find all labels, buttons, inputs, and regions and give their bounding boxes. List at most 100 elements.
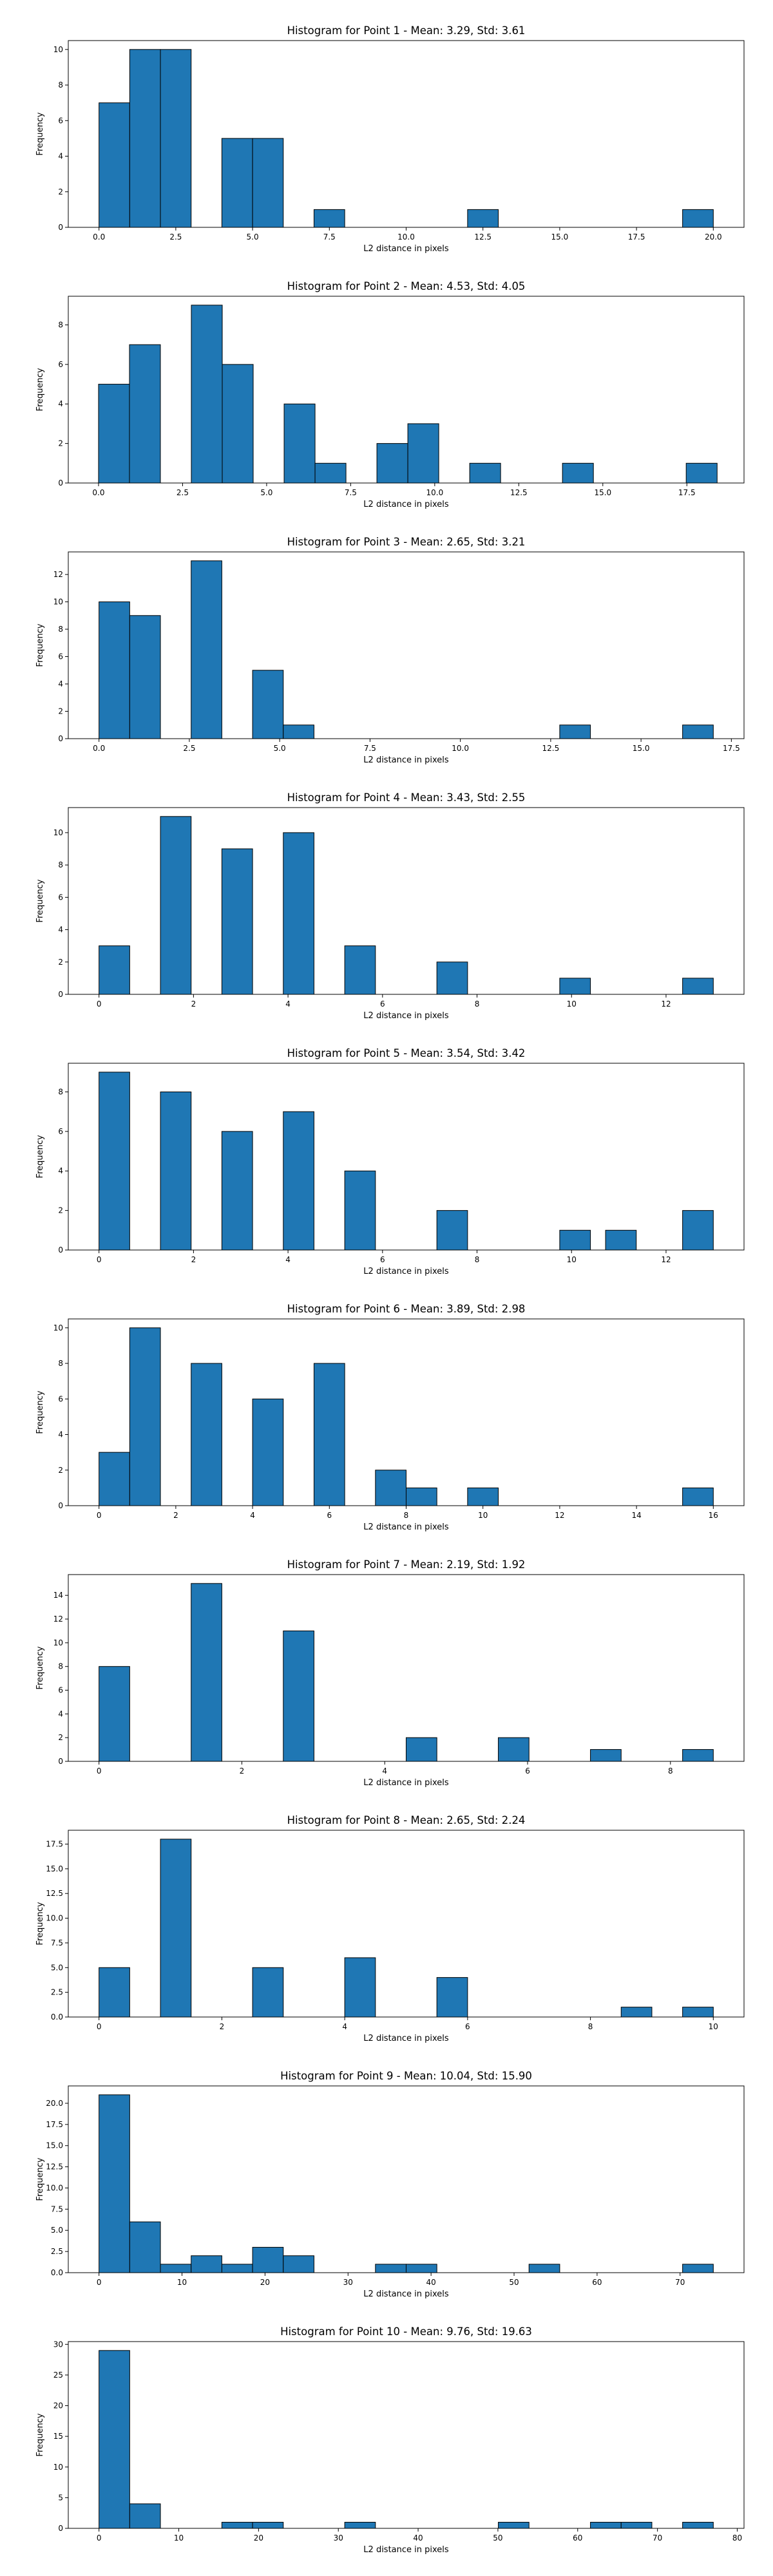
y-tick-label: 8 (58, 860, 63, 869)
histogram-bar (191, 1363, 222, 1506)
x-tick-label: 0 (97, 999, 102, 1009)
histogram-bar (559, 1229, 591, 1251)
x-axis-label: L2 distance in pixels (363, 1011, 449, 1021)
y-tick-label: 2.5 (51, 1988, 63, 1997)
x-tick-label: 6 (327, 1511, 332, 1520)
x-tick-label: 40 (426, 2278, 436, 2287)
x-tick-label: 50 (493, 2533, 502, 2543)
histogram-bar (283, 403, 316, 484)
y-tick-label: 12 (53, 570, 63, 579)
x-tick-label: 12 (555, 1511, 564, 1520)
x-tick-label: 0.0 (92, 488, 104, 497)
y-tick-label: 4 (58, 1430, 63, 1439)
y-tick-label: 10.0 (46, 1914, 63, 1923)
histogram-bar (252, 1398, 284, 1506)
chart-title: Histogram for Point 4 - Mean: 3.43, Std:… (287, 791, 526, 804)
histogram-bar (376, 443, 408, 484)
histogram-bar (129, 615, 161, 739)
x-tick-label: 7.5 (345, 488, 357, 497)
y-tick-label: 14 (53, 1591, 63, 1600)
x-tick-label: 6 (525, 1766, 530, 1776)
y-tick-label: 10 (53, 2463, 63, 2472)
axes-frame (68, 1830, 745, 2018)
histogram-bar (620, 2007, 653, 2018)
histogram-bar (498, 1737, 530, 1762)
histogram-bar (221, 1131, 253, 1251)
axes-frame (68, 1063, 745, 1251)
chart-title: Histogram for Point 10 - Mean: 9.76, Std… (280, 2325, 532, 2338)
y-tick-label: 15.0 (46, 1864, 63, 1873)
y-tick-label: 17.5 (46, 1839, 63, 1848)
x-tick-label: 30 (343, 2278, 353, 2287)
y-tick-label: 15.0 (46, 2141, 63, 2150)
x-tick-label: 0 (97, 2022, 102, 2031)
y-tick-label: 4 (58, 1709, 63, 1718)
y-tick-label: 8 (58, 1359, 63, 1368)
x-tick-label: 0 (97, 1255, 102, 1264)
y-tick-label: 12.5 (46, 1889, 63, 1898)
histogram-bar (685, 462, 718, 484)
x-tick-label: 7.5 (323, 232, 336, 242)
x-tick-label: 4 (285, 999, 291, 1009)
y-axis-label: Frequency (35, 1135, 45, 1178)
histogram-bar (682, 1487, 714, 1506)
x-tick-label: 10 (177, 2278, 187, 2287)
y-tick-label: 0 (58, 1245, 63, 1255)
histogram-bar (191, 2255, 222, 2273)
x-tick-label: 4 (285, 1255, 291, 1264)
x-tick-label: 80 (732, 2533, 742, 2543)
x-tick-label: 2 (220, 2022, 225, 2031)
x-tick-label: 2.5 (183, 744, 195, 753)
y-tick-label: 7.5 (51, 2204, 63, 2213)
x-tick-label: 6 (465, 2022, 470, 2031)
x-tick-label: 10 (709, 2022, 718, 2031)
histogram-bar (222, 364, 254, 484)
histogram-panel: Histogram for Point 3 - Mean: 2.65, Std:… (35, 536, 745, 765)
y-tick-label: 6 (58, 360, 63, 369)
histogram-bar (562, 462, 594, 484)
y-tick-label: 2 (58, 1733, 63, 1742)
histogram-bar (99, 2350, 130, 2529)
x-tick-label: 2.5 (169, 232, 182, 242)
histogram-bar (436, 961, 468, 995)
histogram-bar (436, 1977, 468, 2018)
y-tick-label: 6 (58, 116, 63, 125)
histogram-bar (467, 209, 499, 228)
histogram-bar (252, 1967, 284, 2018)
y-tick-label: 10 (53, 1323, 63, 1332)
histogram-bar (129, 1327, 161, 1506)
histogram-bar (528, 2264, 560, 2273)
histogram-bar (283, 724, 314, 739)
y-axis-label: Frequency (35, 112, 45, 155)
y-tick-label: 8 (58, 80, 63, 90)
x-tick-label: 12.5 (474, 232, 491, 242)
x-tick-label: 5.0 (260, 488, 272, 497)
x-axis-label: L2 distance in pixels (363, 1267, 449, 1276)
x-tick-label: 15.0 (551, 232, 569, 242)
y-tick-label: 0 (58, 1501, 63, 1510)
y-tick-label: 4 (58, 152, 63, 161)
x-tick-label: 70 (653, 2533, 662, 2543)
histogram-bar (469, 462, 501, 484)
y-tick-label: 5.0 (51, 2226, 63, 2235)
y-tick-label: 0 (58, 734, 63, 743)
axes-frame (68, 296, 745, 484)
x-tick-label: 0 (97, 1511, 102, 1520)
x-tick-label: 8 (588, 2022, 593, 2031)
x-axis-label: L2 distance in pixels (363, 2545, 449, 2555)
histogram-bar (682, 978, 714, 995)
x-tick-label: 0.0 (93, 744, 105, 753)
x-axis-label: L2 distance in pixels (363, 1778, 449, 1788)
y-tick-label: 2 (58, 439, 63, 448)
y-tick-label: 20.0 (46, 2099, 63, 2108)
x-tick-label: 17.5 (723, 744, 740, 753)
x-tick-label: 2 (191, 1255, 196, 1264)
histogram-bar (160, 1091, 192, 1251)
x-tick-label: 20 (260, 2278, 270, 2287)
y-axis-label: Frequency (35, 2157, 45, 2201)
histogram-bar (129, 2503, 161, 2529)
x-tick-label: 5.0 (247, 232, 259, 242)
y-tick-label: 7.5 (51, 1938, 63, 1947)
y-axis-label: Frequency (35, 1646, 45, 1689)
y-tick-label: 8 (58, 625, 63, 634)
